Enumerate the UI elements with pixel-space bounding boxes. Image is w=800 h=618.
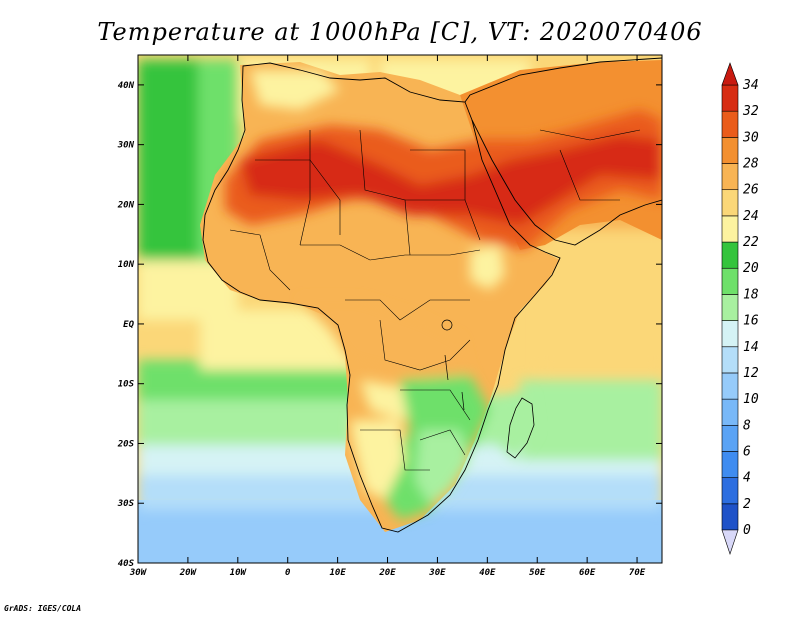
colorbar-label: 34	[742, 78, 759, 93]
colorbar-label: 16	[743, 314, 759, 329]
colorbar-under-triangle	[721, 529, 739, 555]
colorbar-swatch	[721, 215, 739, 243]
colorbar-swatch	[721, 346, 739, 374]
lat-tick-label: 10S	[118, 380, 135, 390]
lon-tick-label: 10E	[329, 568, 346, 578]
colorbar-label: 4	[743, 471, 751, 486]
colorbar-swatch	[721, 398, 739, 426]
lat-tick-label: 10N	[118, 260, 135, 270]
lat-tick-label: 30N	[117, 141, 135, 151]
colorbar-swatch	[721, 320, 739, 348]
colorbar-swatch	[721, 503, 739, 531]
lon-tick-label: 20W	[179, 568, 198, 578]
colorbar-label: 28	[743, 157, 759, 172]
colorbar-swatch	[721, 424, 739, 452]
lon-tick-label: 0	[285, 568, 291, 578]
colorbar-label: 0	[743, 523, 751, 538]
arabia-coastline	[464, 57, 662, 246]
colorbar-label: 26	[743, 183, 759, 198]
colorbar-over-triangle	[721, 62, 739, 86]
map-title: Temperature at 1000hPa [C], VT: 20200704…	[97, 18, 703, 46]
temperature-field	[138, 55, 662, 563]
grads-credit: GrADS: IGES/COLA	[4, 604, 82, 613]
colorbar-label: 24	[743, 209, 759, 224]
colorbar-label: 18	[743, 287, 759, 302]
colorbar-label: 2	[743, 497, 751, 512]
colorbar-label: 20	[743, 261, 759, 276]
colorbar-swatch	[721, 372, 739, 400]
colorbar-label: 8	[743, 418, 751, 433]
lat-tick-label: 40N	[118, 81, 135, 91]
lat-tick-label: EQ	[123, 320, 134, 330]
colorbar-label: 6	[743, 444, 751, 459]
colorbar-label: 10	[743, 392, 759, 407]
country-borders	[229, 129, 641, 471]
lon-tick-label: 20E	[378, 568, 396, 578]
lon-tick-label: 50E	[529, 568, 546, 578]
map-frame	[137, 54, 663, 564]
lon-tick-label: 40E	[479, 568, 496, 578]
colorbar-swatch	[721, 137, 739, 164]
lon-tick-label: 30E	[428, 568, 446, 578]
colorbar-label: 32	[742, 104, 759, 119]
colorbar-swatch	[721, 294, 739, 321]
colorbar-swatch	[721, 241, 739, 269]
lake-victoria	[441, 319, 453, 331]
colorbar-label: 22	[743, 235, 759, 250]
colorbar-label: 14	[743, 340, 759, 355]
madagascar-outline	[506, 397, 535, 459]
colorbar-swatch	[721, 267, 739, 295]
colorbar-swatch	[721, 110, 739, 138]
colorbar-swatch	[721, 451, 739, 478]
lat-tick-label: 40S	[118, 559, 135, 569]
lon-tick-label: 70E	[629, 568, 646, 578]
latitude-axis: 40N 30N 20N 10N EQ 10S 20S 30S 40S	[117, 81, 662, 569]
colorbar-label: 12	[743, 366, 759, 381]
lake-malawi	[461, 391, 465, 411]
lon-tick-label: 10W	[230, 568, 248, 578]
colorbar-swatch	[721, 163, 739, 191]
lat-tick-label: 20S	[117, 439, 135, 449]
lon-tick-label: 30W	[129, 568, 148, 578]
longitude-axis: 30W 20W 10W 0 10E 20E 30E 40E 50E 60E 70E	[129, 55, 646, 578]
colorbar-swatch	[721, 477, 739, 505]
colorbar-swatch	[721, 189, 739, 217]
colorbar-swatch	[721, 84, 739, 112]
lat-tick-label: 20N	[117, 200, 135, 210]
lake-tanganyika	[444, 354, 449, 381]
lon-tick-label: 60E	[579, 568, 596, 578]
lat-tick-label: 30S	[117, 499, 135, 509]
colorbar-label: 30	[742, 130, 759, 145]
